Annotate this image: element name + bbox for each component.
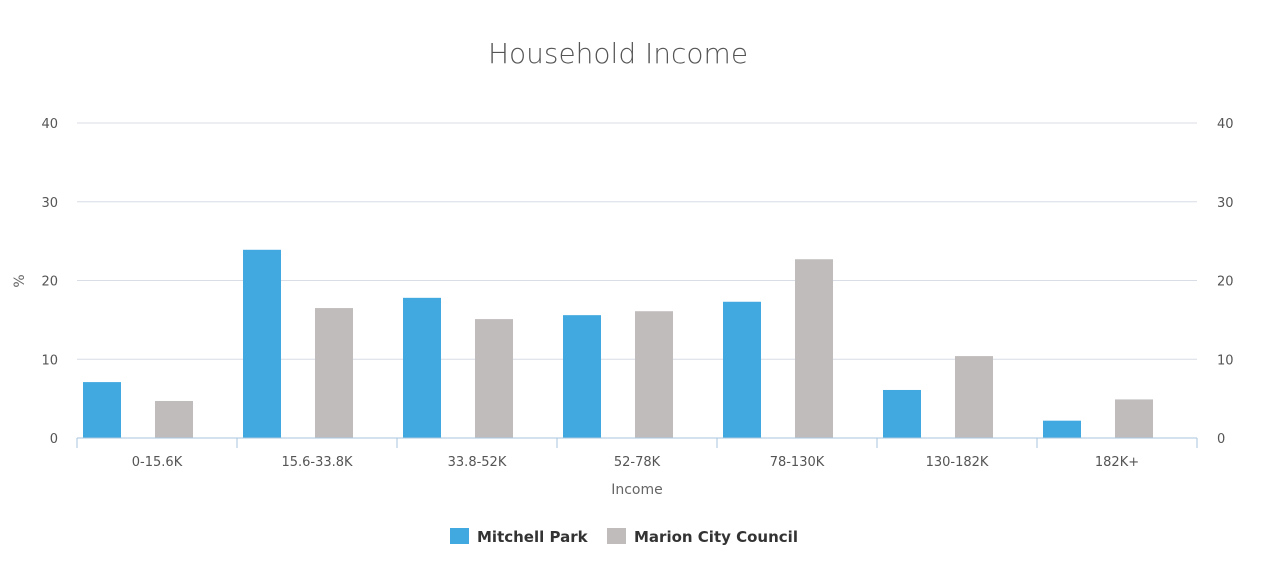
chart-title: Household Income [488, 37, 748, 70]
bar-series-2 [315, 308, 353, 438]
y-tick-label-right: 20 [1217, 275, 1234, 290]
x-tick-label: 33.8-52K [448, 455, 507, 470]
legend-label: Mitchell Park [477, 528, 589, 546]
x-tick-label: 130-182K [926, 455, 989, 470]
y-axis-right-ticks: 0 10 20 30 40 [1217, 117, 1234, 447]
bar-group [83, 249, 1153, 438]
x-tick-label: 15.6-33.8K [281, 455, 353, 470]
legend-swatch [607, 528, 626, 544]
bar-series-2 [475, 319, 513, 438]
x-axis-ticks: 0-15.6K 15.6-33.8K 33.8-52K 52-78K 78-130K 13… [76, 438, 1198, 470]
x-tick-label: 78-130K [770, 455, 825, 470]
bar-series-1 [83, 382, 121, 438]
x-tick-label: 52-78K [614, 455, 661, 470]
y-axis-left-ticks: 0 10 20 30 40 [41, 117, 58, 447]
bar-series-1 [243, 249, 281, 438]
bar-series-2 [955, 356, 993, 438]
y-tick-label-right: 0 [1217, 432, 1225, 447]
y-axis-title: % [12, 274, 28, 287]
bar-series-2 [635, 311, 673, 438]
y-tick-label-left: 40 [41, 117, 58, 132]
bar-series-2 [155, 400, 193, 438]
legend-label: Marion City Council [634, 528, 798, 546]
bar-series-2 [795, 259, 833, 438]
x-tick-label: 0-15.6K [132, 455, 183, 470]
y-tick-label-right: 10 [1217, 353, 1234, 368]
y-tick-label-left: 20 [41, 275, 58, 290]
bar-series-1 [1043, 420, 1081, 438]
bar-series-1 [563, 315, 601, 438]
y-tick-label-right: 40 [1217, 117, 1234, 132]
x-axis-title: Income [611, 482, 663, 498]
legend: Mitchell Park Marion City Council [450, 528, 798, 546]
bar-series-2 [1115, 399, 1153, 438]
bar-series-1 [883, 389, 921, 438]
y-tick-label-right: 30 [1217, 196, 1234, 211]
x-tick-label: 182K+ [1095, 455, 1139, 470]
y-tick-label-left: 30 [41, 196, 58, 211]
bar-series-1 [403, 297, 441, 438]
legend-swatch [450, 528, 469, 544]
y-tick-label-left: 10 [41, 353, 58, 368]
bar-series-1 [723, 301, 761, 438]
y-tick-label-left: 0 [50, 432, 58, 447]
